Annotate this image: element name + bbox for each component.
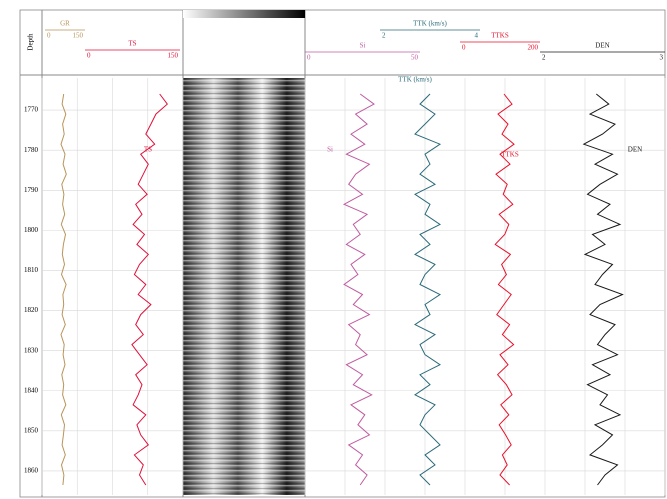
frame	[20, 10, 665, 497]
depth-tick-label: 1860	[24, 467, 39, 475]
depth-tick-label: 1800	[24, 226, 39, 234]
scale-min: 0	[87, 52, 91, 60]
curve-header-name: GR	[60, 20, 70, 28]
scale-max: 150	[73, 32, 84, 40]
scale-max: 150	[168, 52, 179, 60]
depth-tick-label: 1790	[24, 186, 39, 194]
curve-label: TTKS	[501, 151, 519, 159]
log-curve	[584, 94, 623, 485]
scale-max: 50	[411, 54, 419, 62]
log-curve	[415, 94, 440, 485]
curve-header-name: TTK (km/s)	[413, 20, 447, 28]
image-texture	[183, 78, 305, 495]
scale-min: 2	[382, 32, 386, 40]
well-log: Depth GR 0 150 TS 0 150 Si 0 50 TTK (km/s) 2 4 TTKS 0…	[0, 0, 667, 499]
plot: 1770 1780 1790 1800 1810 1820 1830 1840 1850 1860…	[24, 76, 665, 495]
scale-max: 3	[660, 54, 664, 62]
scale-min: 0	[462, 44, 466, 52]
curve-label: DEN	[628, 146, 642, 154]
curve-label: TS	[144, 146, 152, 154]
curve-header-name: Si	[360, 42, 366, 50]
depth-tick-label: 1780	[24, 146, 39, 154]
scale-max: 4	[475, 32, 479, 40]
depth-label: Depth	[27, 33, 35, 51]
headers: GR 0 150 TS 0 150 Si 0 50 TTK (km/s) 2 4 TTKS 0 200 DEN…	[45, 20, 665, 62]
depth-tick-label: 1820	[24, 306, 39, 314]
scale-min: 0	[47, 32, 51, 40]
curve-header-name: DEN	[595, 42, 609, 50]
scale-min: 0	[307, 54, 311, 62]
curve-label: TTK (km/s)	[398, 76, 432, 84]
depth-tick-label: 1830	[24, 346, 39, 354]
curve-label: Si	[327, 146, 333, 154]
depth-tick-label: 1840	[24, 386, 39, 394]
log-curve	[344, 94, 374, 485]
image-scale	[183, 10, 305, 18]
scale-min: 2	[542, 54, 546, 62]
log-curve	[61, 94, 66, 485]
depth-tick-label: 1770	[24, 106, 39, 114]
depth-tick-label: 1810	[24, 266, 39, 274]
scale-max: 200	[528, 44, 539, 52]
curve-header-name: TS	[128, 40, 136, 48]
depth-tick-label: 1850	[24, 426, 39, 434]
curve-header-name: TTKS	[491, 32, 509, 40]
